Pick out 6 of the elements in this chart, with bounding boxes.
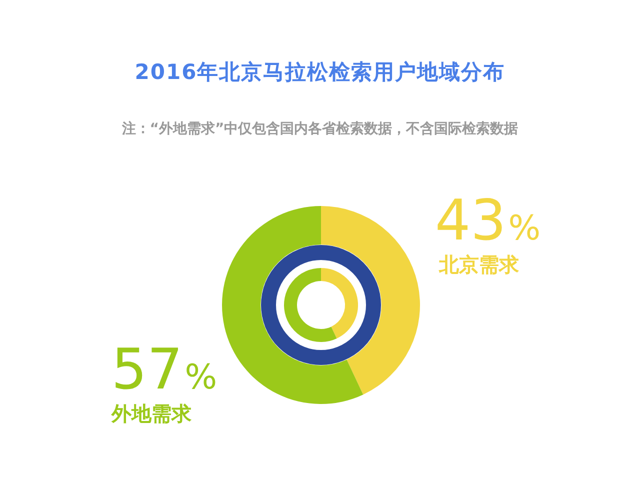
- chart-title: 2016年北京马拉松检索用户地域分布: [134, 59, 506, 86]
- slice-label: 北京需求: [438, 252, 520, 277]
- slice-label: 外地需求: [110, 401, 192, 426]
- text: 注：“外地需求”中仅包含国内各省检索数据，不含国际检索数据: [120, 120, 520, 138]
- data-label: 43%: [435, 188, 541, 254]
- data-label: 57%: [111, 337, 218, 402]
